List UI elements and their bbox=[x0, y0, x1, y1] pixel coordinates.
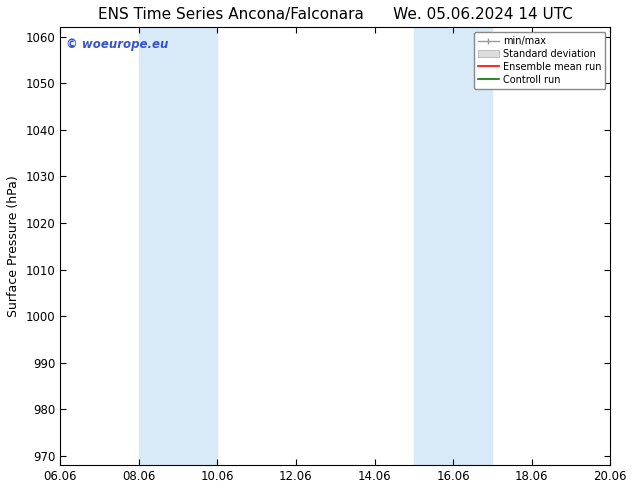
Legend: min/max, Standard deviation, Ensemble mean run, Controll run: min/max, Standard deviation, Ensemble me… bbox=[474, 32, 605, 89]
Bar bbox=[414, 27, 493, 465]
Text: © woeurope.eu: © woeurope.eu bbox=[65, 38, 168, 51]
Y-axis label: Surface Pressure (hPa): Surface Pressure (hPa) bbox=[7, 175, 20, 317]
Bar bbox=[139, 27, 217, 465]
Title: ENS Time Series Ancona/Falconara      We. 05.06.2024 14 UTC: ENS Time Series Ancona/Falconara We. 05.… bbox=[98, 7, 573, 22]
